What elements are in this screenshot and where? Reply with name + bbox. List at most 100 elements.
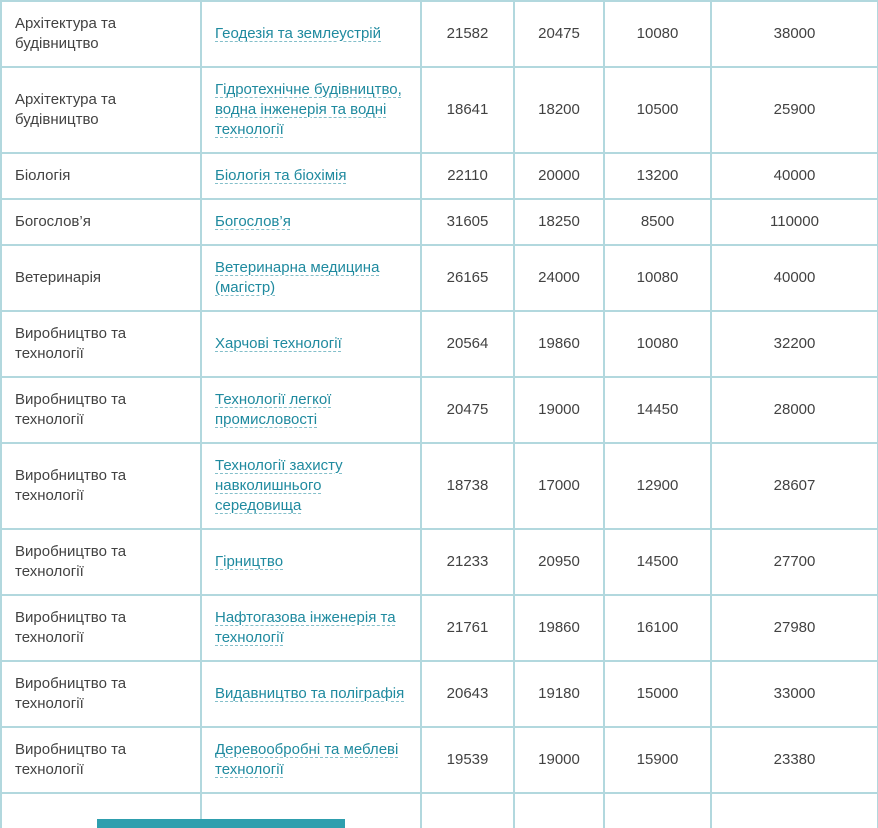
specialty-link[interactable]: Харчові технології <box>215 335 342 352</box>
price-cell: 23380 <box>710 726 878 794</box>
specialty-link[interactable]: Гідротехнічне будівництво, водна інженер… <box>215 81 402 138</box>
price-cell: 16100 <box>603 594 712 662</box>
price-cell: 21761 <box>420 594 515 662</box>
category-label: Виробництво та технології <box>15 325 127 362</box>
price-cell: 20564 <box>420 310 515 378</box>
table-row: Богослов’я Богослов’я 31605 18250 8500 1… <box>0 198 878 246</box>
category-cell: Архітектура та будівництво <box>0 0 202 68</box>
category-cell: Виробництво та технології <box>0 594 202 662</box>
price-cell <box>513 792 605 828</box>
specialty-link[interactable]: Технології захисту навколишнього середов… <box>215 457 343 514</box>
category-cell: Біологія <box>0 152 202 200</box>
category-cell: Виробництво та технології <box>0 310 202 378</box>
price-cell: 8500 <box>603 198 712 246</box>
price-cell: 15900 <box>603 726 712 794</box>
price-cell: 110000 <box>710 198 878 246</box>
price-cell: 40000 <box>710 244 878 312</box>
category-label: Ветеринарія <box>15 269 102 286</box>
price-cell: 19860 <box>513 310 605 378</box>
price-cell: 28607 <box>710 442 878 530</box>
price-cell: 21233 <box>420 528 515 596</box>
price-cell: 14450 <box>603 376 712 444</box>
category-label: Виробництво та технології <box>15 675 127 712</box>
price-cell: 21582 <box>420 0 515 68</box>
specialty-link[interactable]: Технології легкої промисловості <box>215 391 332 428</box>
table-row: Виробництво та технології Гірництво 2123… <box>0 528 878 596</box>
price-cell: 10080 <box>603 310 712 378</box>
specialty-cell: Богослов’я <box>200 198 422 246</box>
category-cell: Виробництво та технології <box>0 442 202 530</box>
category-cell: Виробництво та технології <box>0 726 202 794</box>
table-row-partial <box>0 792 878 828</box>
price-cell: 27980 <box>710 594 878 662</box>
specialty-cell: Геодезія та землеустрій <box>200 0 422 68</box>
price-cell: 25900 <box>710 66 878 154</box>
price-cell: 20950 <box>513 528 605 596</box>
price-cell: 28000 <box>710 376 878 444</box>
table-row: Виробництво та технології Нафтогазова ін… <box>0 594 878 662</box>
price-cell: 19860 <box>513 594 605 662</box>
category-cell: Виробництво та технології <box>0 528 202 596</box>
price-cell: 19000 <box>513 376 605 444</box>
price-cell: 33000 <box>710 660 878 728</box>
price-cell: 17000 <box>513 442 605 530</box>
category-label: Виробництво та технології <box>15 543 127 580</box>
partial-next-section-bar <box>97 819 345 828</box>
specialty-cell: Нафтогазова інженерія та технології <box>200 594 422 662</box>
price-cell: 12900 <box>603 442 712 530</box>
specialty-link[interactable]: Біологія та біохімія <box>215 167 347 184</box>
specialty-link[interactable]: Деревообробні та меблеві технології <box>215 741 399 778</box>
price-cell: 19180 <box>513 660 605 728</box>
specialty-link[interactable]: Видавництво та поліграфія <box>215 685 405 702</box>
specialty-link[interactable]: Гірництво <box>215 553 284 570</box>
specialty-link[interactable]: Богослов’я <box>215 213 291 230</box>
price-cell: 18641 <box>420 66 515 154</box>
category-cell: Виробництво та технології <box>0 660 202 728</box>
table-row: Архітектура та будівництво Гідротехнічне… <box>0 66 878 154</box>
price-cell: 20475 <box>420 376 515 444</box>
category-cell: Архітектура та будівництво <box>0 66 202 154</box>
price-cell: 20475 <box>513 0 605 68</box>
price-cell: 19000 <box>513 726 605 794</box>
category-cell: Ветеринарія <box>0 244 202 312</box>
category-label: Виробництво та технології <box>15 741 127 778</box>
category-label: Богослов’я <box>15 213 91 230</box>
price-cell: 19539 <box>420 726 515 794</box>
category-label: Архітектура та будівництво <box>15 15 117 52</box>
price-cell: 32200 <box>710 310 878 378</box>
price-cell <box>420 792 515 828</box>
specialty-cell: Деревообробні та меблеві технології <box>200 726 422 794</box>
specialty-link[interactable]: Геодезія та землеустрій <box>215 25 381 42</box>
specialty-cell: Біологія та біохімія <box>200 152 422 200</box>
price-cell: 38000 <box>710 0 878 68</box>
specialty-cell: Ветеринарна медицина (магістр) <box>200 244 422 312</box>
price-cell: 10500 <box>603 66 712 154</box>
specialty-cell: Гірництво <box>200 528 422 596</box>
table-row: Виробництво та технології Технології зах… <box>0 442 878 530</box>
category-label: Архітектура та будівництво <box>15 91 117 128</box>
table-row: Біологія Біологія та біохімія 22110 2000… <box>0 152 878 200</box>
table-row: Виробництво та технології Харчові технол… <box>0 310 878 378</box>
price-cell: 24000 <box>513 244 605 312</box>
price-cell: 22110 <box>420 152 515 200</box>
price-cell: 10080 <box>603 0 712 68</box>
price-cell <box>603 792 712 828</box>
specialty-cell: Технології легкої промисловості <box>200 376 422 444</box>
category-label: Виробництво та технології <box>15 467 127 504</box>
price-cell: 13200 <box>603 152 712 200</box>
price-cell <box>710 792 878 828</box>
price-cell: 20643 <box>420 660 515 728</box>
specialty-link[interactable]: Нафтогазова інженерія та технології <box>215 609 396 646</box>
category-cell <box>0 792 202 828</box>
specialty-link[interactable]: Ветеринарна медицина (магістр) <box>215 259 380 296</box>
table-row: Ветеринарія Ветеринарна медицина (магіст… <box>0 244 878 312</box>
price-cell: 26165 <box>420 244 515 312</box>
specialty-cell: Технології захисту навколишнього середов… <box>200 442 422 530</box>
price-cell: 20000 <box>513 152 605 200</box>
table-row: Виробництво та технології Технології лег… <box>0 376 878 444</box>
price-cell: 27700 <box>710 528 878 596</box>
category-cell: Богослов’я <box>0 198 202 246</box>
